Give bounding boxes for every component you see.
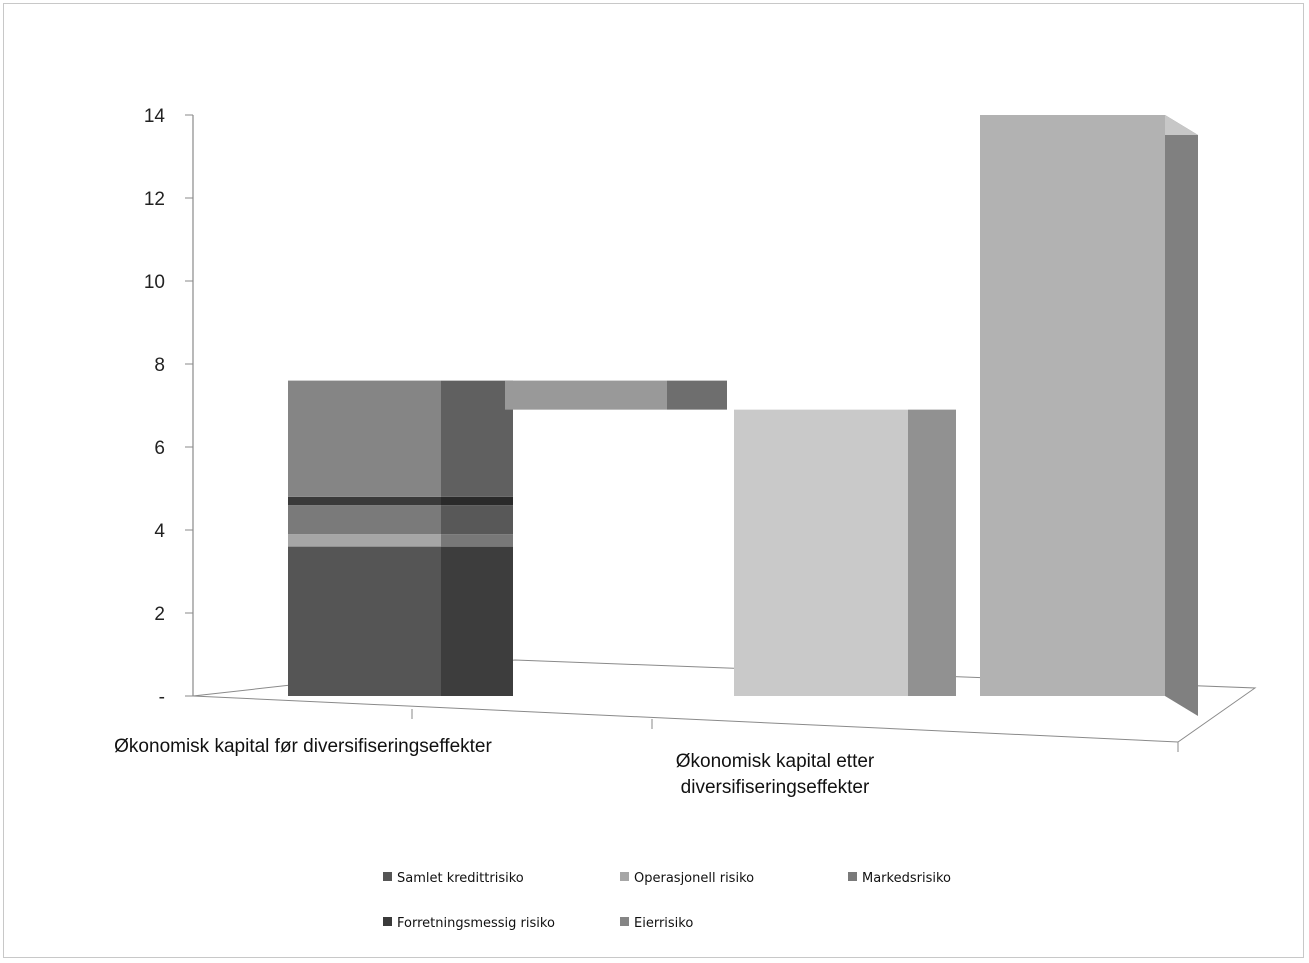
legend-label-1: Operasjonell risiko [634,871,754,886]
legend-swatch-3 [383,917,392,926]
y-tick-label-1: 2 [154,604,165,625]
stacked-bar-segment-1 [288,534,441,547]
y-tick-label-0: - [159,687,165,708]
legend-label-3: Forretningsmessig risiko [397,916,555,931]
stacked-bar-segment-2-side [441,505,513,535]
stacked-bar-segment-4 [288,380,441,497]
single-bar-0 [734,409,908,696]
legend-swatch-0 [383,872,392,881]
legend-label-2: Markedsrisiko [862,871,951,886]
single-bar-1 [980,115,1165,696]
y-tick-label-3: 6 [154,438,165,459]
legend-swatch-1 [620,872,629,881]
stacked-bar-segment-4-side [441,380,513,497]
floating-bar [505,380,667,410]
single-bar-0-side [908,409,956,696]
legend-label-0: Samlet kredittrisiko [397,871,524,886]
category-label-0: Økonomisk kapital før diversifiseringsef… [114,736,492,757]
stacked-bar-segment-1-side [441,534,513,547]
legend-label-4: Eierrisiko [634,916,693,931]
category-label-1-line-1: diversifiseringseffekter [681,777,870,798]
y-tick-label-7: 14 [144,106,166,127]
y-tick-label-5: 10 [144,272,165,293]
stacked-bar-segment-0-side [441,546,513,696]
y-tick-label-4: 8 [154,355,165,376]
single-bar-1-side [1165,115,1198,716]
stacked-bar-segment-2 [288,505,441,535]
floating-bar-side [667,380,727,410]
category-label-1-line-0: Økonomisk kapital etter [676,751,875,772]
legend-swatch-2 [848,872,857,881]
y-tick-label-6: 12 [144,189,165,210]
stacked-bar-segment-0 [288,546,441,696]
stacked-bar-segment-3-side [441,496,513,506]
legend-swatch-4 [620,917,629,926]
stacked-bar-segment-3 [288,496,441,506]
y-tick-label-2: 4 [154,521,165,542]
